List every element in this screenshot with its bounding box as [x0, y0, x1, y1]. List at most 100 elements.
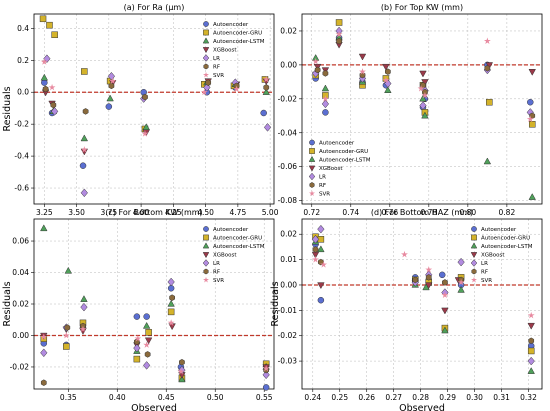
x-tick-label: 0.76 [381, 208, 398, 217]
legend-marker [203, 29, 209, 36]
x-tick-label: 0.30 [466, 393, 483, 402]
x-tick-label: 0.24 [304, 393, 321, 402]
data-point [527, 356, 535, 366]
x-tick-label: 0.82 [499, 208, 516, 217]
data-point [79, 162, 87, 169]
legend-label: XGBoost [213, 253, 237, 259]
y-tick-label: 0.00 [280, 60, 297, 69]
legend-marker [203, 234, 209, 241]
series-rf [314, 37, 536, 120]
x-tick-label: 0.28 [412, 393, 429, 402]
panel-1: 3.25 3.50 3.75 4.00 4.25 4.50 4.75 5.00 -0.6 -0.4… [2, 3, 279, 217]
data-point [419, 101, 427, 110]
panel-title: (d) For Bottom HAZ (mm) [371, 208, 473, 217]
x-tick-label: 3.25 [36, 208, 53, 217]
data-point [528, 337, 535, 345]
x-tick-label: 0.26 [358, 393, 375, 402]
data-point [359, 68, 366, 75]
y-axis-label: Residuals [2, 281, 13, 326]
axes-frame [301, 218, 543, 390]
data-point [358, 74, 367, 83]
y-tick-label: 0.01 [280, 255, 297, 264]
x-tick-label: 0.45 [158, 393, 175, 402]
data-point [133, 343, 141, 353]
series-autoencoder-lstm [311, 33, 536, 200]
data-point [527, 311, 535, 319]
data-point [312, 256, 319, 263]
panel-title: (a) For Ra (μm) [124, 3, 185, 12]
y-tick-label: -0.6 [14, 184, 29, 193]
panel-title: (c) For Bottom KW (mm) [105, 208, 202, 217]
data-point [80, 134, 89, 142]
legend-marker [309, 182, 315, 188]
data-point [311, 235, 320, 244]
data-point [134, 335, 142, 342]
series-lr [40, 277, 270, 380]
data-point [41, 79, 48, 86]
data-point [39, 15, 47, 23]
data-point [419, 94, 427, 102]
x-tick-label: 4.00 [133, 208, 150, 217]
data-point [484, 65, 491, 72]
data-point [336, 37, 342, 45]
data-point [63, 343, 70, 350]
y-axis-label: Residuals [270, 281, 281, 326]
legend-label: Autoencoder [213, 227, 249, 233]
y-tick-label: 0.4 [17, 24, 29, 33]
y-tick-label: -0.03 [278, 357, 298, 366]
y-tick-label: -0.4 [14, 152, 29, 161]
data-point [80, 146, 88, 153]
data-point [317, 282, 325, 290]
y-tick-label: -0.04 [278, 128, 298, 137]
data-point [322, 70, 329, 77]
series-autoencoder [40, 285, 270, 391]
data-point [233, 85, 240, 92]
legend-label: SVR [319, 192, 330, 198]
legend-marker [308, 165, 316, 172]
legend-label: Autoencoder [319, 141, 355, 147]
data-point [142, 93, 148, 101]
legend-marker [309, 139, 315, 146]
data-point [40, 333, 48, 340]
data-point [40, 348, 48, 358]
legend-marker [203, 71, 209, 78]
series-rf [312, 246, 535, 345]
data-point [441, 291, 449, 299]
data-point [42, 85, 49, 93]
x-tick-label: 0.80 [460, 208, 477, 217]
data-point [109, 77, 117, 84]
data-point [421, 111, 429, 119]
data-point [79, 325, 87, 333]
legend-marker [203, 268, 209, 275]
data-point [457, 285, 465, 293]
legend-marker [203, 276, 209, 283]
data-point [527, 322, 535, 330]
x-tick-label: 5.00 [262, 208, 279, 217]
data-point [441, 326, 449, 334]
panel-4: 0.24 0.25 0.26 0.27 0.28 0.29 0.30 0.31 0.32 -0.0… [270, 208, 543, 411]
data-point [169, 294, 175, 301]
data-point [335, 19, 343, 26]
data-point [178, 375, 186, 383]
data-point [80, 302, 88, 312]
data-point [62, 331, 70, 339]
data-point [425, 266, 433, 273]
data-point [262, 384, 270, 391]
legend-marker [203, 226, 209, 232]
legend-marker [470, 259, 478, 267]
data-point [262, 75, 270, 83]
legend: Autoencoder Autoencoder-GRU Autoencoder-LS… [202, 226, 265, 284]
x-tick-label: 3.75 [100, 208, 117, 217]
legend-label: LR [481, 261, 488, 267]
x-tick-label: 0.29 [439, 393, 456, 402]
data-point [528, 69, 536, 76]
series-rf [42, 79, 270, 115]
legend-marker [202, 242, 210, 249]
series-autoencoder-lstm [311, 237, 535, 374]
x-tick-label: 0.31 [493, 393, 510, 402]
data-point [144, 337, 153, 345]
x-tick-label: 4.25 [165, 208, 182, 217]
data-point [528, 193, 536, 200]
data-point [143, 361, 151, 370]
series-xgboost [40, 323, 270, 379]
